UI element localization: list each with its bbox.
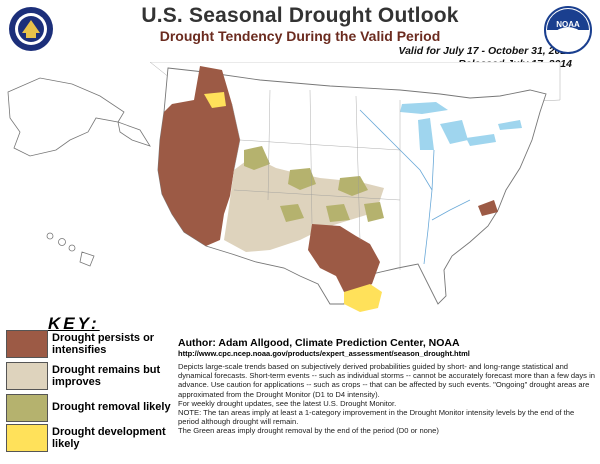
key-swatch-removal [6, 394, 48, 422]
key-label-development: Drought development likely [52, 426, 166, 450]
hawaii-islands [46, 232, 95, 267]
key-title: KEY: [48, 314, 100, 333]
description-paragraph: Depicts large-scale trends based on subj… [178, 362, 595, 399]
key-swatch-development [6, 424, 48, 452]
state-borders [231, 89, 401, 270]
region-removal [244, 146, 384, 222]
region-persists-texas [308, 224, 380, 294]
rivers [359, 109, 471, 265]
region-development-nw [204, 92, 226, 108]
key-swatch-persists [6, 330, 48, 358]
valid-period: Valid for July 17 - October 31, 2014 [398, 45, 572, 57]
noaa-logo-icon: NOAA [544, 6, 592, 54]
region-persists-west [158, 66, 240, 246]
page-title: U.S. Seasonal Drought Outlook [141, 4, 459, 27]
author-line: Author: Adam Allgood, Climate Prediction… [178, 337, 460, 349]
alaska-panhandle [117, 121, 151, 147]
alaska-map [7, 77, 125, 157]
source-url[interactable]: http://www.cpc.ncep.noaa.gov/products/ex… [178, 349, 470, 358]
key-label-improves: Drought remains but improves [52, 364, 161, 388]
page-subtitle: Drought Tendency During the Valid Period [159, 28, 441, 44]
great-lakes [400, 102, 522, 150]
region-persists-east [478, 200, 498, 216]
description-paragraph: The Green areas imply drought removal by… [178, 426, 439, 436]
noaa-logo-text: NOAA [556, 20, 580, 29]
usda-seal-icon [8, 6, 54, 52]
key-label-persists: Drought persists or intensifies [52, 332, 155, 356]
description-paragraph: For weekly drought updates, see the late… [178, 398, 397, 408]
description-paragraph: NOTE: The tan areas imply at least a 1-c… [178, 408, 575, 427]
drought-outlook-map [7, 62, 561, 312]
key-label-removal: Drought removal likely [52, 401, 171, 413]
region-development-texas [344, 284, 382, 312]
description-text: Depicts large-scale trends based on subj… [178, 362, 596, 436]
key-swatch-improves [6, 362, 48, 390]
